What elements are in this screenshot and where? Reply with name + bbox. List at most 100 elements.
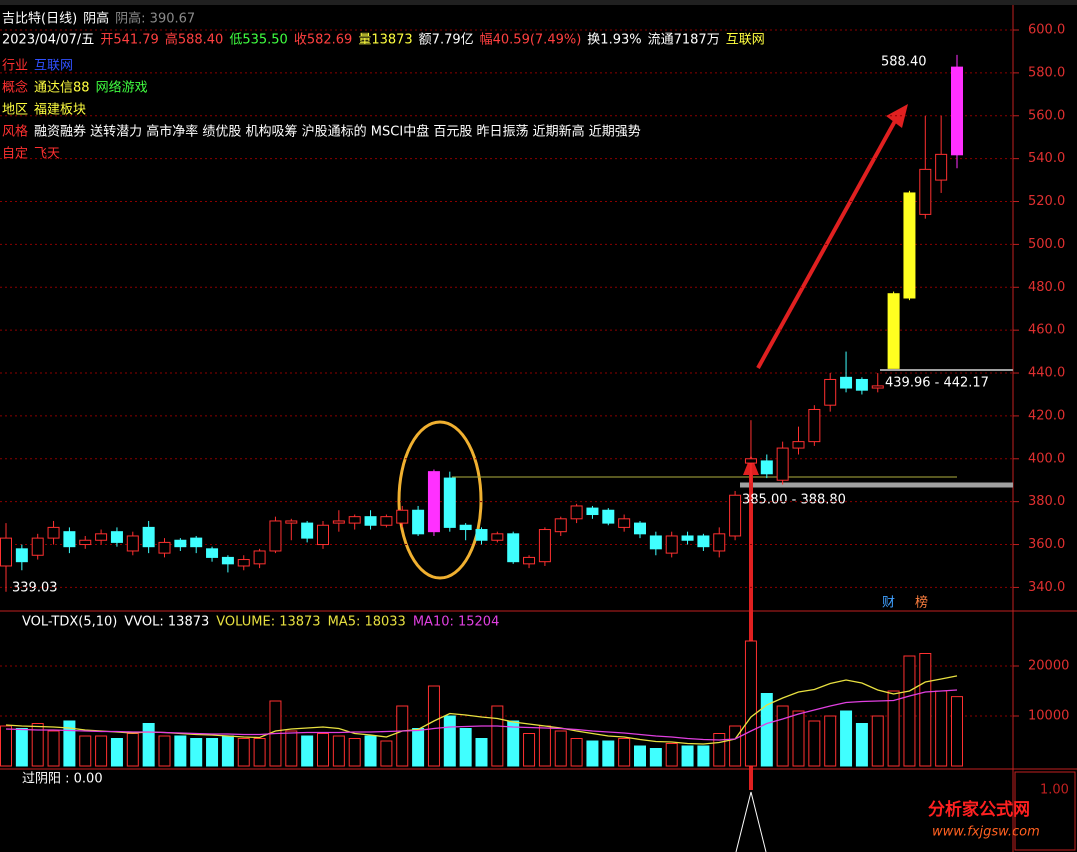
candle-body xyxy=(840,376,853,389)
indicator-title: 过阴阳 : 0.00 xyxy=(22,772,103,787)
candle-body xyxy=(554,518,567,533)
volume-bar xyxy=(142,723,155,767)
y-tick-label: 20000 xyxy=(1028,659,1069,674)
volume-bar xyxy=(443,715,456,767)
trend-arrow xyxy=(756,111,902,369)
candle-body xyxy=(602,509,615,524)
y-tick-label: 540.0 xyxy=(1028,151,1065,166)
candle-body xyxy=(364,516,377,526)
header-text: 流通7187万 xyxy=(648,33,720,48)
volume-bar xyxy=(206,738,219,767)
y-tick-label: 360.0 xyxy=(1028,537,1065,552)
header-text: 行业 xyxy=(2,59,28,74)
volume-bar xyxy=(158,735,171,767)
header-text: 福建板块 xyxy=(34,103,86,118)
header-text: 互联网 xyxy=(34,59,73,74)
candle-body xyxy=(253,550,266,565)
indicator-axis-box xyxy=(1014,771,1076,851)
volume-bar xyxy=(475,738,488,767)
volume-bar xyxy=(364,735,377,767)
gap-label: 439.96 - 442.17 xyxy=(885,376,989,391)
candle-body xyxy=(634,522,646,535)
y-tick-label: 420.0 xyxy=(1028,408,1065,423)
candle-body xyxy=(523,556,536,565)
candle-body xyxy=(396,509,409,524)
candle-body xyxy=(935,153,948,181)
volume-bar xyxy=(570,738,583,767)
candle-body xyxy=(126,535,139,552)
watermark-url: www.fxjgsw.com xyxy=(932,825,1040,840)
volume-bar xyxy=(602,740,615,767)
candle-body xyxy=(903,192,916,299)
candle-body xyxy=(887,293,900,369)
volume-bar xyxy=(681,745,694,767)
candle-body xyxy=(665,535,678,554)
volume-bar xyxy=(713,733,726,767)
header-text: 风格 xyxy=(2,124,28,140)
y-tick-label: 500.0 xyxy=(1028,237,1065,252)
candle-body xyxy=(871,385,884,389)
volume-bar xyxy=(79,735,92,767)
volume-bar xyxy=(301,735,314,767)
volume-bar xyxy=(47,730,60,767)
volume-bar xyxy=(31,723,44,767)
volume-bar xyxy=(744,640,757,767)
header-text: 自定 xyxy=(2,147,28,162)
high-label: 588.40 xyxy=(881,55,927,70)
y-tick-label: 10000 xyxy=(1028,709,1069,724)
candle-body xyxy=(729,494,742,537)
candle-body xyxy=(31,537,44,556)
y-tick-label: 600.0 xyxy=(1028,23,1065,38)
volume-bar xyxy=(221,735,234,767)
volume-bar xyxy=(871,715,884,767)
y-tick-label: 520.0 xyxy=(1028,194,1065,209)
header-text: 地区 xyxy=(2,103,28,118)
candle-body xyxy=(760,460,773,475)
header-text: 互联网 xyxy=(726,33,765,48)
volume-bar xyxy=(380,740,393,767)
badge: 财 xyxy=(882,596,895,611)
volume-bar xyxy=(126,733,139,767)
volume-bar xyxy=(348,738,361,767)
volume-bar xyxy=(951,696,963,767)
volume-bar xyxy=(935,690,948,767)
candle-body xyxy=(380,516,393,526)
candle-body xyxy=(507,533,520,563)
candle-body xyxy=(95,533,108,541)
volume-bar xyxy=(253,738,266,767)
candle-body xyxy=(618,518,631,528)
header-text: 概念 xyxy=(2,80,28,96)
volume-bar xyxy=(0,725,12,767)
gap-label: 385.00 - 388.80 xyxy=(742,493,846,508)
candle-body xyxy=(317,524,329,546)
candle-body xyxy=(0,537,12,567)
y-tick-label: 480.0 xyxy=(1028,280,1065,295)
header-text: 额7.79亿 xyxy=(419,33,474,48)
watermark-name: 分析家公式网 xyxy=(928,799,1030,820)
volume-bar xyxy=(427,685,440,767)
candle-body xyxy=(15,548,28,563)
candle-body xyxy=(538,529,551,563)
volume-bar xyxy=(190,738,203,767)
header-text: 融资融券 送转潜力 高市净率 绩优股 机构吸筹 沪股通标的 MSCI中盘 百元股… xyxy=(34,124,641,140)
y-tick-label: 400.0 xyxy=(1028,451,1065,466)
candle-body xyxy=(63,531,76,548)
indicator-spike xyxy=(735,791,767,852)
volume-legend: VVOL: 13873 xyxy=(124,615,209,630)
header-text: 收582.69 xyxy=(294,33,353,48)
volume-bar xyxy=(697,745,710,767)
candle-body xyxy=(301,522,314,539)
candle-body xyxy=(190,537,203,548)
toolbar-strip xyxy=(0,0,1077,5)
volume-bar xyxy=(459,728,472,767)
candle-body xyxy=(237,559,250,567)
candle-body xyxy=(348,516,361,524)
volume-bar xyxy=(412,728,425,767)
candle-body xyxy=(649,535,662,550)
candle-body xyxy=(681,535,694,541)
volume-bar xyxy=(665,743,678,767)
header-text: 吉比特(日线) xyxy=(2,12,77,27)
volume-legend: MA5: 18033 xyxy=(328,615,406,630)
volume-bar xyxy=(887,690,900,767)
volume-bar xyxy=(95,735,108,767)
